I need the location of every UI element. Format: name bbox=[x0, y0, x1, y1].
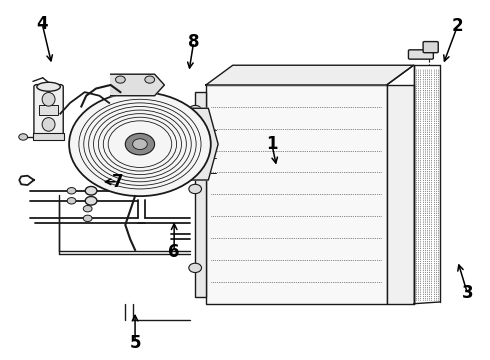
Bar bbox=[206, 85, 387, 304]
Circle shape bbox=[83, 206, 92, 212]
Bar bbox=[33, 134, 64, 140]
Ellipse shape bbox=[37, 82, 60, 91]
Circle shape bbox=[69, 92, 211, 196]
Circle shape bbox=[83, 215, 92, 222]
FancyBboxPatch shape bbox=[423, 41, 438, 53]
Polygon shape bbox=[206, 65, 414, 85]
Circle shape bbox=[189, 184, 201, 194]
Bar bbox=[387, 85, 414, 304]
Circle shape bbox=[67, 198, 76, 204]
Circle shape bbox=[133, 139, 147, 149]
Text: 8: 8 bbox=[188, 33, 199, 51]
Text: 4: 4 bbox=[36, 15, 48, 33]
Polygon shape bbox=[159, 108, 218, 180]
Text: 3: 3 bbox=[462, 284, 473, 302]
Text: 2: 2 bbox=[452, 17, 464, 35]
Bar bbox=[195, 92, 206, 297]
Circle shape bbox=[67, 188, 76, 194]
Circle shape bbox=[19, 134, 27, 140]
Circle shape bbox=[85, 197, 97, 205]
Circle shape bbox=[125, 134, 155, 155]
Circle shape bbox=[189, 105, 201, 115]
Circle shape bbox=[85, 186, 97, 195]
Ellipse shape bbox=[42, 93, 55, 106]
Bar bbox=[39, 105, 58, 116]
FancyBboxPatch shape bbox=[409, 50, 433, 59]
Text: 7: 7 bbox=[112, 173, 124, 191]
Ellipse shape bbox=[42, 118, 55, 131]
Circle shape bbox=[116, 76, 125, 83]
FancyBboxPatch shape bbox=[34, 85, 63, 135]
Polygon shape bbox=[111, 74, 164, 96]
Text: 1: 1 bbox=[266, 135, 278, 153]
Circle shape bbox=[145, 76, 155, 83]
Text: 5: 5 bbox=[129, 334, 141, 352]
Text: 6: 6 bbox=[169, 243, 180, 261]
Circle shape bbox=[189, 263, 201, 273]
